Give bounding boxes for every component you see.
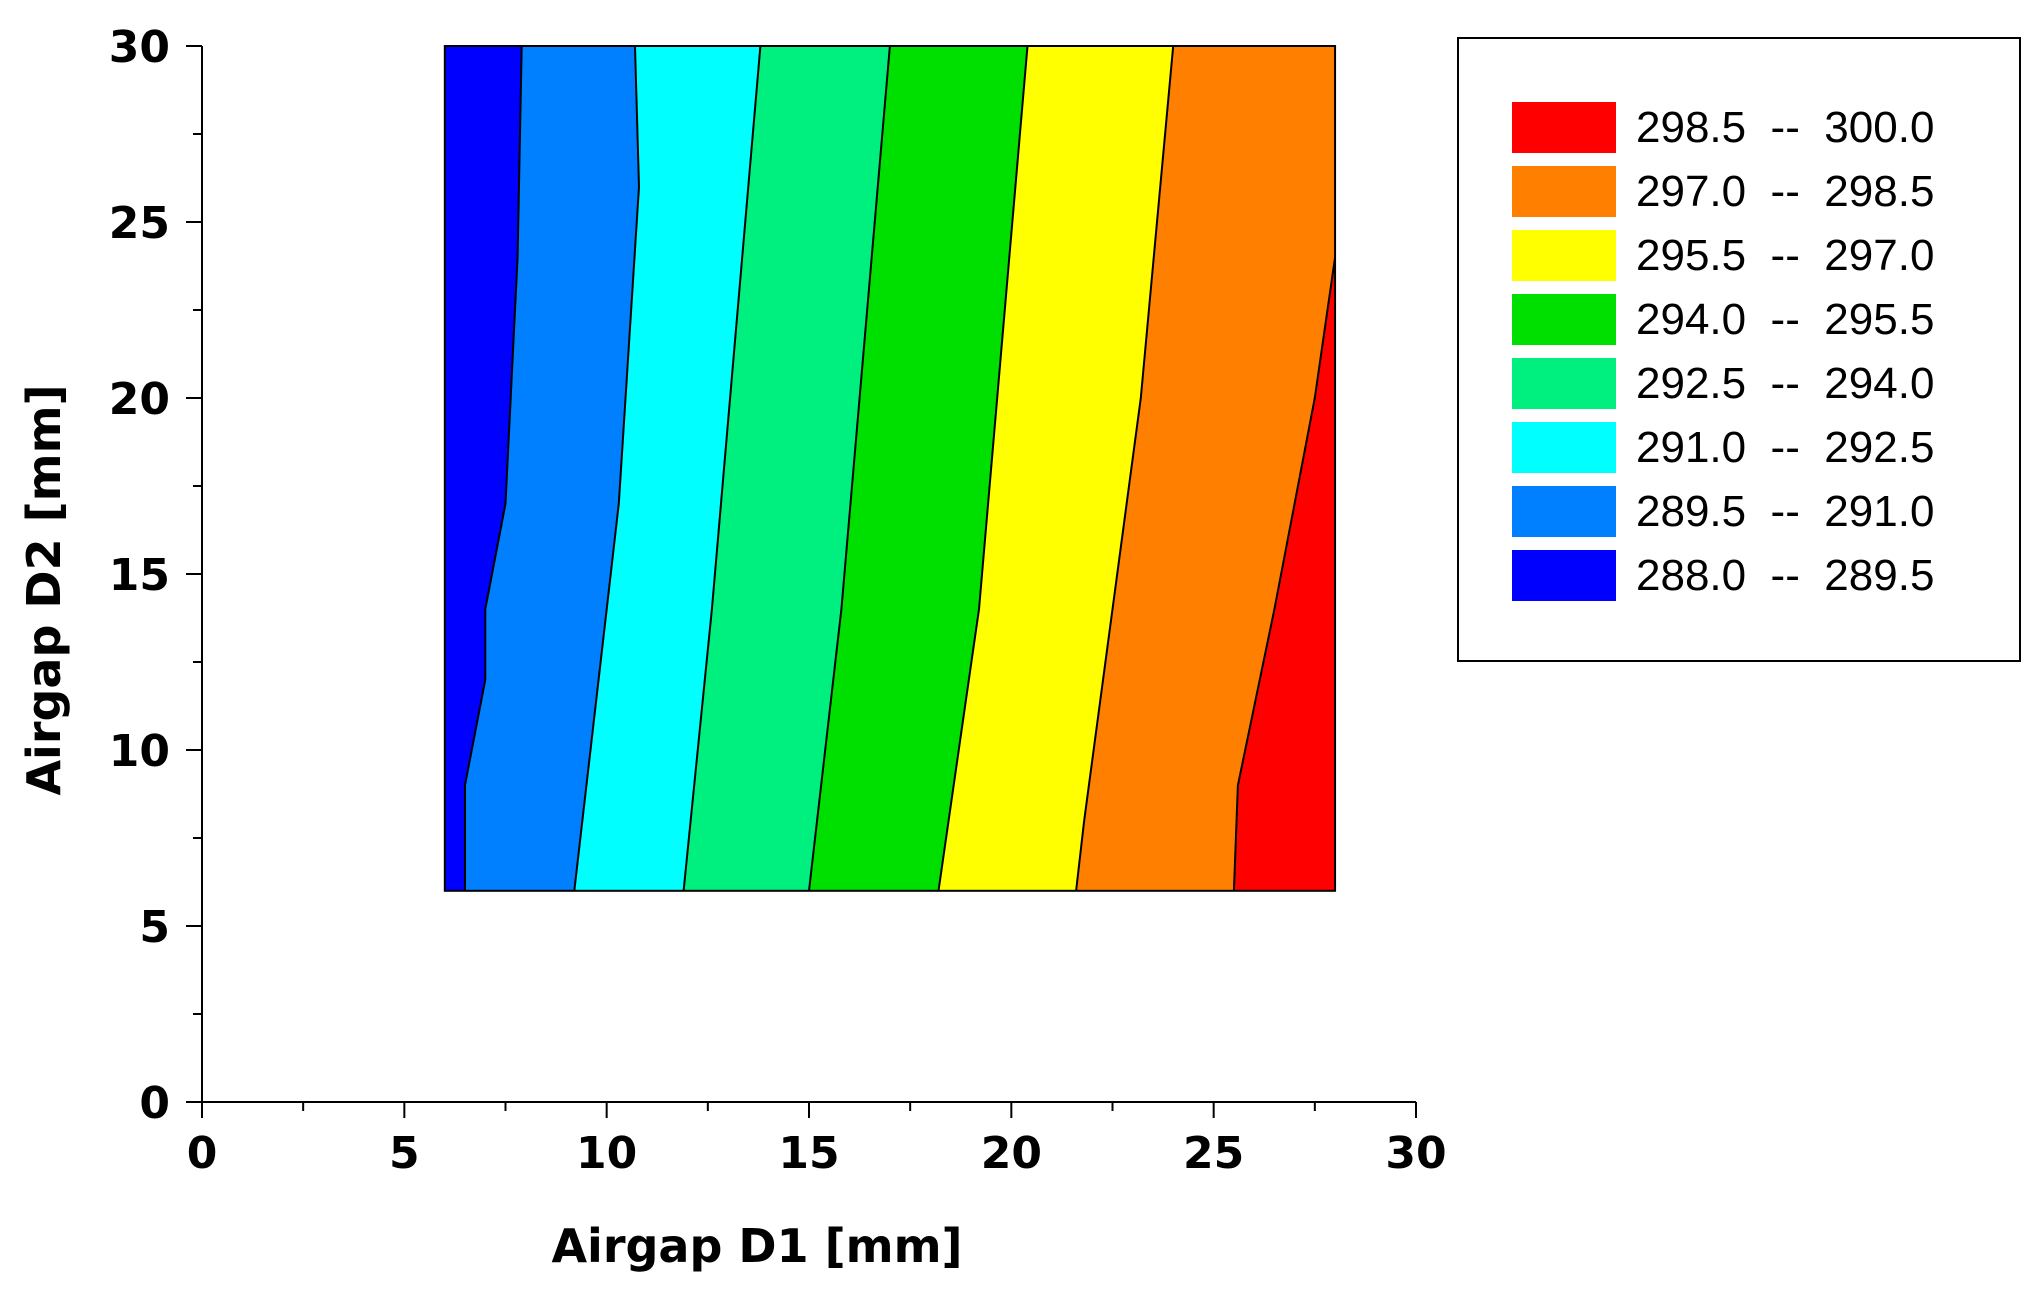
legend-item: 295.5 -- 297.0 — [1512, 230, 1934, 281]
legend: 298.5 -- 300.0 297.0 -- 298.5 295.5 -- 297… — [1457, 37, 2021, 662]
legend-label: 295.5 -- 297.0 — [1636, 231, 1934, 280]
contour-band-289.5 — [465, 46, 639, 891]
contour-line-292.5 — [682, 46, 762, 891]
contour-band-291.0 — [574, 46, 761, 891]
x-tick-label: 5 — [389, 1128, 420, 1179]
legend-label: 291.0 -- 292.5 — [1636, 423, 1934, 472]
contour-line-298.5 — [1232, 257, 1336, 891]
axes: 0 5 10 15 20 25 30 0 5 10 15 20 25 30 — [109, 22, 1447, 1179]
contour-lines — [464, 46, 1336, 891]
y-axis-title: Airgap D2 [mm] — [17, 384, 71, 795]
legend-item: 288.0 -- 289.5 — [1512, 550, 1934, 601]
legend-item: 298.5 -- 300.0 — [1512, 102, 1934, 153]
legend-swatch — [1512, 230, 1616, 281]
legend-swatch — [1512, 358, 1616, 409]
legend-swatch — [1512, 422, 1616, 473]
legend-swatch — [1512, 294, 1616, 345]
x-axis-title: Airgap D1 [mm] — [551, 1219, 962, 1273]
y-tick-label: 0 — [139, 1078, 170, 1129]
contour-fill — [444, 46, 1336, 891]
x-tick-label: 10 — [576, 1128, 637, 1179]
y-tick-label: 20 — [109, 374, 170, 425]
x-tick-label: 20 — [981, 1128, 1042, 1179]
legend-swatch — [1512, 102, 1616, 153]
legend-item: 292.5 -- 294.0 — [1512, 358, 1934, 409]
legend-label: 297.0 -- 298.5 — [1636, 167, 1934, 216]
x-tick-label: 25 — [1183, 1128, 1244, 1179]
x-tick-label: 15 — [778, 1128, 839, 1179]
legend-label: 294.0 -- 295.5 — [1636, 295, 1934, 344]
y-tick-label: 15 — [109, 550, 170, 601]
data-domain-border — [443, 45, 1337, 892]
contour-line-289.5 — [464, 46, 523, 891]
legend-swatch — [1512, 166, 1616, 217]
legend-label: 292.5 -- 294.0 — [1636, 359, 1934, 408]
plot-area — [443, 45, 1337, 892]
legend-item: 289.5 -- 291.0 — [1512, 486, 1934, 537]
y-tick-label: 10 — [109, 726, 170, 777]
contour-band-294.0 — [809, 46, 1028, 891]
contour-line-291.0 — [573, 46, 641, 891]
contour-line-297.0 — [1075, 46, 1175, 891]
legend-item: 297.0 -- 298.5 — [1512, 166, 1934, 217]
contour-band-292.5 — [683, 46, 890, 891]
contour-band-295.5 — [938, 46, 1174, 891]
contour-line-295.5 — [937, 46, 1029, 891]
x-tick-label: 0 — [187, 1128, 218, 1179]
y-tick-label: 30 — [109, 22, 170, 73]
y-tick-label: 5 — [139, 902, 170, 953]
x-tick-label: 30 — [1385, 1128, 1446, 1179]
x-ticks: 0 5 10 15 20 25 30 — [187, 1102, 1447, 1179]
legend-swatch — [1512, 486, 1616, 537]
y-tick-label: 25 — [109, 198, 170, 249]
legend-label: 288.0 -- 289.5 — [1636, 551, 1934, 600]
legend-items: 298.5 -- 300.0 297.0 -- 298.5 295.5 -- 297… — [1512, 102, 1934, 601]
legend-swatch — [1512, 550, 1616, 601]
contour-band-297.0 — [1076, 46, 1336, 891]
contour-line-294.0 — [808, 46, 891, 891]
contour-band-298.5 — [1233, 257, 1336, 891]
legend-label: 289.5 -- 291.0 — [1636, 487, 1934, 536]
y-ticks: 0 5 10 15 20 25 30 — [109, 22, 202, 1129]
legend-item: 291.0 -- 292.5 — [1512, 422, 1934, 473]
legend-label: 298.5 -- 300.0 — [1636, 103, 1934, 152]
legend-item: 294.0 -- 295.5 — [1512, 294, 1934, 345]
contour-band-288.0 — [444, 46, 522, 891]
